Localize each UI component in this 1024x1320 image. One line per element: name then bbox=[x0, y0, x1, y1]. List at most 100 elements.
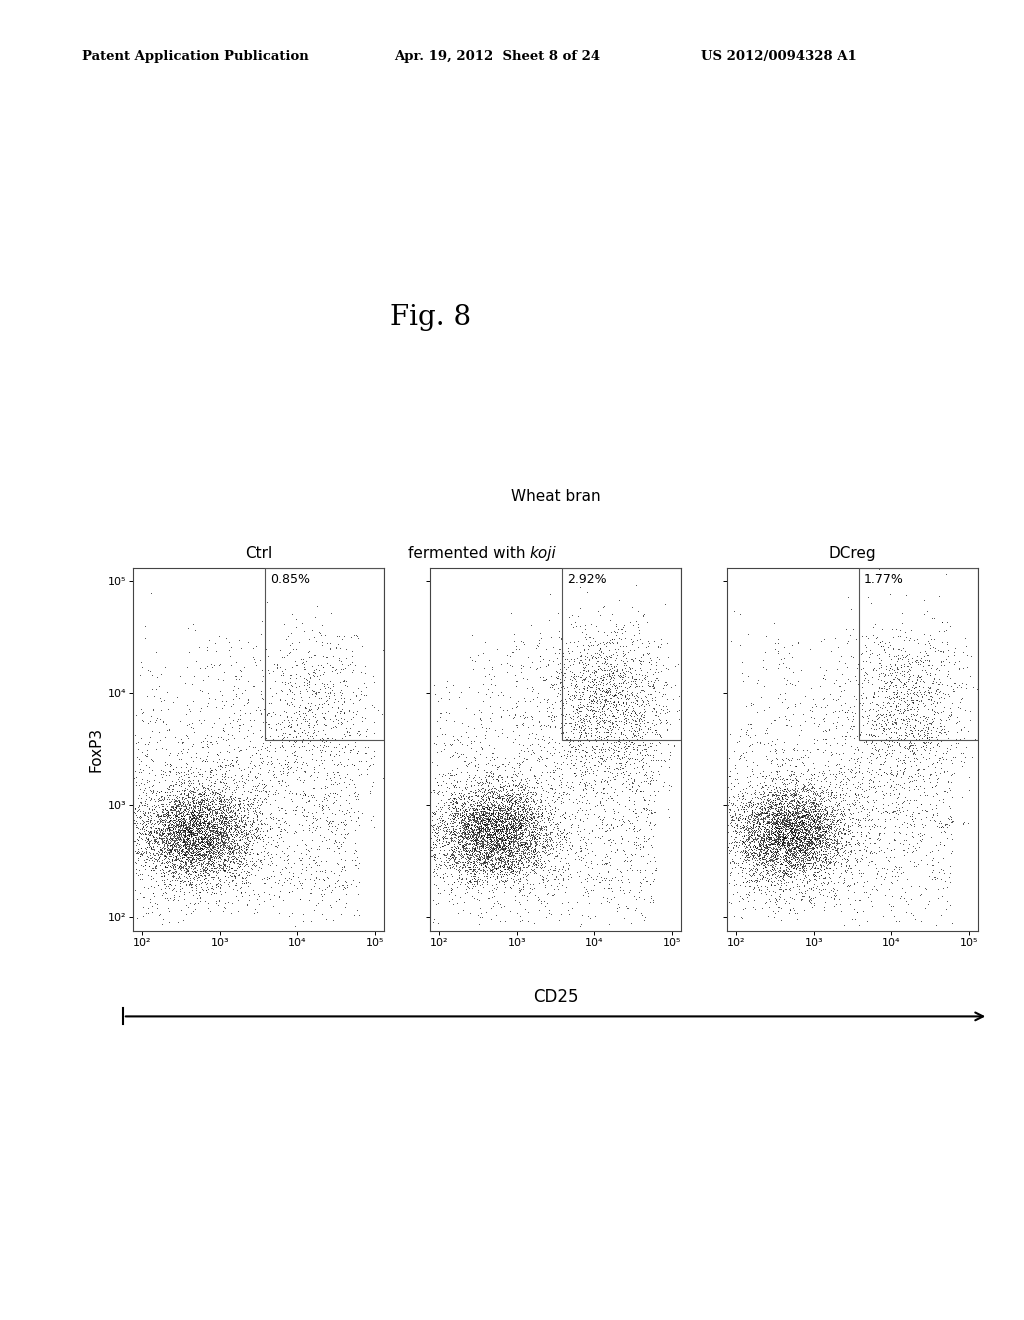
Point bbox=[815, 783, 831, 804]
Point bbox=[177, 857, 194, 878]
Point bbox=[449, 822, 465, 843]
Point bbox=[777, 774, 794, 795]
Point bbox=[905, 904, 922, 925]
Point bbox=[212, 834, 228, 855]
Point bbox=[496, 855, 512, 876]
Point bbox=[776, 812, 793, 833]
Point bbox=[611, 741, 628, 762]
Point bbox=[137, 824, 154, 845]
Point bbox=[186, 805, 203, 826]
Point bbox=[777, 863, 794, 884]
Point bbox=[932, 763, 948, 784]
Point bbox=[812, 805, 828, 826]
Point bbox=[466, 818, 482, 840]
Point bbox=[142, 710, 159, 731]
Point bbox=[161, 874, 177, 895]
Point bbox=[422, 789, 438, 810]
Point bbox=[194, 805, 210, 826]
Point bbox=[631, 717, 647, 738]
Point bbox=[877, 733, 893, 754]
Point bbox=[744, 851, 761, 873]
Point bbox=[214, 832, 230, 853]
Point bbox=[527, 843, 544, 865]
Point bbox=[805, 810, 821, 832]
Point bbox=[488, 842, 505, 863]
Point bbox=[826, 895, 843, 916]
Point bbox=[296, 675, 312, 696]
Point bbox=[804, 896, 820, 917]
Point bbox=[316, 714, 333, 735]
Point bbox=[538, 822, 554, 843]
Point bbox=[193, 837, 209, 858]
Point bbox=[625, 731, 641, 752]
Point bbox=[434, 784, 451, 805]
Point bbox=[513, 796, 529, 817]
Point bbox=[466, 818, 482, 840]
Point bbox=[261, 847, 278, 869]
Point bbox=[538, 822, 554, 843]
Point bbox=[933, 719, 949, 741]
Point bbox=[902, 770, 919, 791]
Point bbox=[909, 645, 926, 667]
Point bbox=[601, 870, 617, 891]
Point bbox=[786, 838, 803, 859]
Point bbox=[179, 859, 196, 880]
Point bbox=[237, 800, 253, 821]
Point bbox=[895, 688, 911, 709]
Point bbox=[796, 801, 812, 822]
Point bbox=[534, 820, 550, 841]
Point bbox=[585, 675, 601, 696]
Point bbox=[451, 865, 467, 886]
Point bbox=[484, 837, 501, 858]
Point bbox=[240, 834, 256, 855]
Point bbox=[238, 873, 254, 894]
Point bbox=[460, 817, 476, 838]
Point bbox=[753, 784, 769, 805]
Point bbox=[511, 838, 527, 859]
Point bbox=[440, 890, 457, 911]
Point bbox=[485, 803, 502, 824]
Point bbox=[350, 788, 367, 809]
Point bbox=[174, 846, 190, 867]
Point bbox=[777, 892, 794, 913]
Point bbox=[806, 787, 822, 808]
Point bbox=[241, 875, 257, 896]
Point bbox=[739, 791, 756, 812]
Point bbox=[466, 809, 482, 830]
Point bbox=[164, 829, 180, 850]
Point bbox=[214, 763, 230, 784]
Point bbox=[483, 859, 500, 880]
Point bbox=[844, 909, 860, 931]
Point bbox=[168, 838, 184, 859]
Point bbox=[509, 842, 525, 863]
Point bbox=[781, 851, 798, 873]
Point bbox=[800, 797, 816, 818]
Point bbox=[547, 800, 563, 821]
Point bbox=[222, 841, 239, 862]
Point bbox=[327, 816, 343, 837]
Point bbox=[772, 826, 788, 847]
Point bbox=[502, 818, 518, 840]
Point bbox=[443, 804, 460, 825]
Point bbox=[237, 833, 253, 854]
Point bbox=[643, 649, 659, 671]
Point bbox=[157, 855, 173, 876]
Point bbox=[324, 812, 340, 833]
Point bbox=[199, 854, 215, 875]
Point bbox=[909, 832, 926, 853]
Point bbox=[301, 854, 317, 875]
Point bbox=[270, 770, 287, 791]
Point bbox=[799, 803, 815, 824]
Point bbox=[184, 734, 201, 755]
Point bbox=[469, 785, 485, 807]
Point bbox=[563, 715, 580, 737]
Point bbox=[745, 693, 762, 714]
Point bbox=[587, 669, 603, 690]
Point bbox=[807, 800, 823, 821]
Point bbox=[213, 858, 229, 879]
Point bbox=[476, 799, 493, 820]
Point bbox=[537, 840, 553, 861]
Point bbox=[901, 779, 918, 800]
Point bbox=[802, 888, 818, 909]
Point bbox=[787, 816, 804, 837]
